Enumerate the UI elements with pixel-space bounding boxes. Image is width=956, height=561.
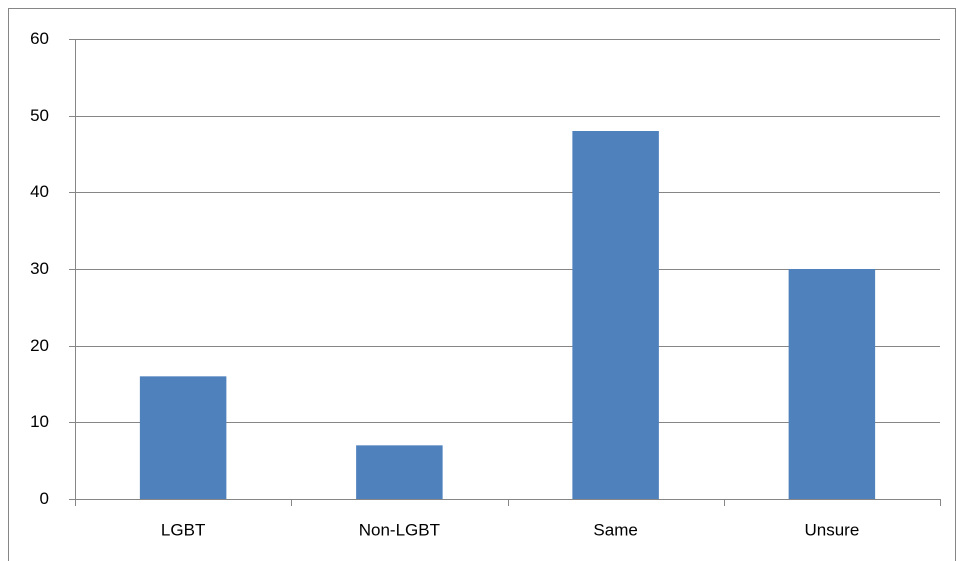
- y-tick-label: 0: [40, 489, 49, 508]
- y-tick-label: 60: [30, 29, 49, 48]
- y-tick-label: 50: [30, 106, 49, 125]
- y-tick-label: 40: [30, 182, 49, 201]
- bar: [356, 445, 443, 499]
- x-tick-label: Non-LGBT: [359, 520, 440, 539]
- bar: [788, 269, 876, 499]
- bar: [139, 376, 227, 499]
- x-tick-label: Same: [593, 520, 637, 539]
- x-tick-label: Unsure: [804, 520, 859, 539]
- y-tick-label: 30: [30, 259, 49, 278]
- y-tick-label: 20: [30, 336, 49, 355]
- bar: [572, 131, 659, 499]
- x-tick-label: LGBT: [161, 520, 205, 539]
- y-tick-label: 10: [30, 412, 49, 431]
